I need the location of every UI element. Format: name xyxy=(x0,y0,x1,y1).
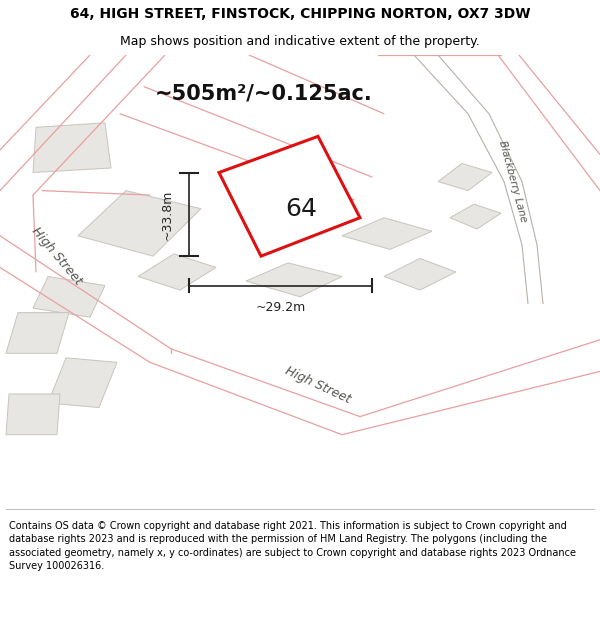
Text: Blackberry Lane: Blackberry Lane xyxy=(497,139,529,224)
Polygon shape xyxy=(48,358,117,408)
Polygon shape xyxy=(246,263,342,297)
Polygon shape xyxy=(219,136,360,256)
Text: ~29.2m: ~29.2m xyxy=(256,301,305,314)
Text: ~33.8m: ~33.8m xyxy=(161,189,174,239)
Polygon shape xyxy=(6,394,60,434)
Text: Contains OS data © Crown copyright and database right 2021. This information is : Contains OS data © Crown copyright and d… xyxy=(9,521,576,571)
Text: High Street: High Street xyxy=(29,225,85,288)
Polygon shape xyxy=(78,191,201,256)
Polygon shape xyxy=(138,254,216,290)
Text: Map shows position and indicative extent of the property.: Map shows position and indicative extent… xyxy=(120,35,480,48)
Polygon shape xyxy=(450,204,501,229)
Polygon shape xyxy=(438,164,492,191)
Text: 64: 64 xyxy=(286,198,317,221)
Polygon shape xyxy=(33,122,111,172)
Polygon shape xyxy=(33,276,105,317)
Text: 64, HIGH STREET, FINSTOCK, CHIPPING NORTON, OX7 3DW: 64, HIGH STREET, FINSTOCK, CHIPPING NORT… xyxy=(70,7,530,21)
Polygon shape xyxy=(6,312,69,353)
Text: High Street: High Street xyxy=(283,364,353,406)
Polygon shape xyxy=(384,258,456,290)
Text: ~505m²/~0.125ac.: ~505m²/~0.125ac. xyxy=(155,83,373,103)
Polygon shape xyxy=(342,217,432,249)
